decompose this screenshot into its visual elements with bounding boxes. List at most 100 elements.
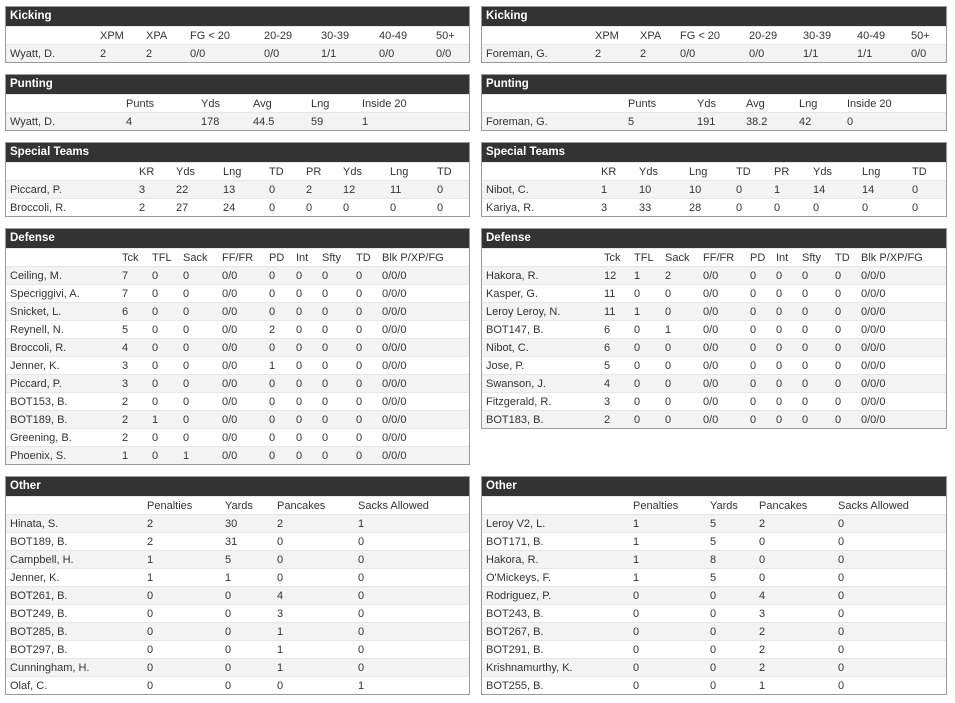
player-name: BOT291, B. (486, 644, 544, 656)
stat-cell: 0 (835, 324, 842, 336)
player-name: Olaf, C. (10, 680, 48, 692)
stat-cell: 0 (838, 536, 845, 548)
stat-cell: 0 (183, 360, 190, 372)
stat-cell: 0 (776, 360, 783, 372)
stat-cell: 0 (358, 662, 365, 674)
stat-cell: 0 (269, 270, 276, 282)
column-header: 20-29 (749, 30, 778, 42)
stat-cell: 0 (269, 378, 276, 390)
column-header: Sfty (322, 252, 341, 264)
player-name: Jose, P. (486, 360, 525, 372)
stats-section: Other Penalties Yards Pancakes Sacks Allowed… (481, 476, 947, 695)
stat-cell: 2 (146, 48, 153, 60)
stat-cell: 0/0 (703, 378, 719, 390)
stat-cell: 0 (802, 324, 809, 336)
header-row: KR Yds Lng TD PR Yds Lng TD (482, 162, 946, 180)
stat-cell: 0 (838, 572, 845, 584)
stat-cell: 0 (269, 432, 276, 444)
stat-cell: 0 (183, 378, 190, 390)
stat-cell: 0/0 (190, 48, 206, 60)
player-name: Fitzgerald, R. (486, 396, 552, 408)
player-row: Jenner, K. 1 1 0 0 (6, 568, 469, 586)
stat-cell: 0 (633, 590, 640, 602)
stat-cell: 14 (862, 184, 875, 196)
stat-cell: 0 (838, 518, 845, 530)
stat-cell: 0/0/0 (382, 324, 407, 336)
stat-cell: 5 (710, 536, 717, 548)
stat-cell: 0 (296, 414, 303, 426)
stat-cell: 5 (710, 572, 717, 584)
column-header: Yds (639, 166, 658, 178)
player-name: BOT171, B. (486, 536, 544, 548)
stat-cell: 7 (122, 288, 129, 300)
stat-cell: 0/0 (222, 450, 238, 462)
player-name: BOT147, B. (486, 324, 544, 336)
stat-cell: 1 (147, 554, 154, 566)
header-cell (482, 497, 629, 514)
player-row: Foreman, G. 2 2 0/0 0/0 1/1 1/1 0/0 (482, 44, 946, 62)
stat-cell: 4 (604, 378, 611, 390)
stat-cell: 0 (750, 396, 757, 408)
column-header: Inside 20 (847, 98, 892, 110)
stat-cell: 0 (802, 270, 809, 282)
column-header: Lng (689, 166, 708, 178)
player-name: BOT249, B. (10, 608, 68, 620)
player-row: Ceiling, M. 7 0 0 0/0 0 0 0 0 0/0/0 (6, 266, 469, 284)
stat-cell: 31 (225, 536, 238, 548)
stat-cell: 0 (183, 288, 190, 300)
player-row: Nibot, C. 6 0 0 0/0 0 0 0 0 0/0/0 (482, 338, 946, 356)
player-name: BOT285, B. (10, 626, 68, 638)
player-name: O'Mickeys, F. (486, 572, 552, 584)
player-row: Specriggivi, A. 7 0 0 0/0 0 0 0 0 0/0/0 (6, 284, 469, 302)
stat-cell: 6 (604, 342, 611, 354)
stat-cell: 0 (835, 396, 842, 408)
stat-cell: 0 (358, 536, 365, 548)
player-row: BOT153, B. 2 0 0 0/0 0 0 0 0 0/0/0 (6, 392, 469, 410)
column-header: XPA (146, 30, 168, 42)
stat-cell: 0 (813, 202, 820, 214)
stat-cell: 0 (322, 432, 329, 444)
stat-cell: 0 (390, 202, 397, 214)
player-row: Swanson, J. 4 0 0 0/0 0 0 0 0 0/0/0 (482, 374, 946, 392)
stat-cell: 3 (122, 360, 129, 372)
stat-cell: 0 (750, 378, 757, 390)
stat-cell: 0/0/0 (382, 414, 407, 426)
stat-cell: 0 (835, 288, 842, 300)
stat-cell: 0 (225, 680, 232, 692)
stat-cell: 0 (152, 324, 159, 336)
stat-cell: 0 (750, 414, 757, 426)
player-name: Leroy Leroy, N. (486, 306, 561, 318)
player-row: Broccoli, R. 2 27 24 0 0 0 0 0 (6, 198, 469, 216)
player-row: Greening, B. 2 0 0 0/0 0 0 0 0 0/0/0 (6, 428, 469, 446)
stat-cell: 0 (356, 270, 363, 282)
stat-cell: 0 (847, 116, 854, 128)
stat-cell: 0 (838, 662, 845, 674)
stat-cell: 0 (802, 414, 809, 426)
stats-section: Other Penalties Yards Pancakes Sacks Allowed… (5, 476, 470, 695)
stat-cell: 0 (750, 288, 757, 300)
stat-cell: 0 (633, 662, 640, 674)
player-name: Hakora, R. (486, 270, 539, 282)
stat-cell: 0 (912, 202, 919, 214)
stat-cell: 0 (152, 342, 159, 354)
column-header: Yards (710, 500, 738, 512)
stats-section: Defense Tck TFL Sack FF/FR PD Int Sfty TD Blk P/X… (5, 228, 470, 465)
player-row: BOT243, B. 0 0 3 0 (482, 604, 946, 622)
stat-cell: 27 (176, 202, 189, 214)
stat-cell: 0 (759, 554, 766, 566)
stat-cell: 1 (634, 270, 641, 282)
stat-cell: 2 (147, 536, 154, 548)
column-header: Yards (225, 500, 253, 512)
header-cell (482, 249, 600, 266)
stat-cell: 0 (776, 414, 783, 426)
player-name: Kasper, G. (486, 288, 538, 300)
stats-section: Defense Tck TFL Sack FF/FR PD Int Sfty TD Blk P/X… (481, 228, 947, 429)
stat-cell: 1 (362, 116, 369, 128)
stat-cell: 0 (356, 360, 363, 372)
stat-cell: 2 (100, 48, 107, 60)
stat-cell: 24 (223, 202, 236, 214)
column-header: Blk P/XP/FG (382, 252, 444, 264)
stat-cell: 2 (604, 414, 611, 426)
stat-cell: 1 (633, 518, 640, 530)
stat-cell: 1 (633, 572, 640, 584)
